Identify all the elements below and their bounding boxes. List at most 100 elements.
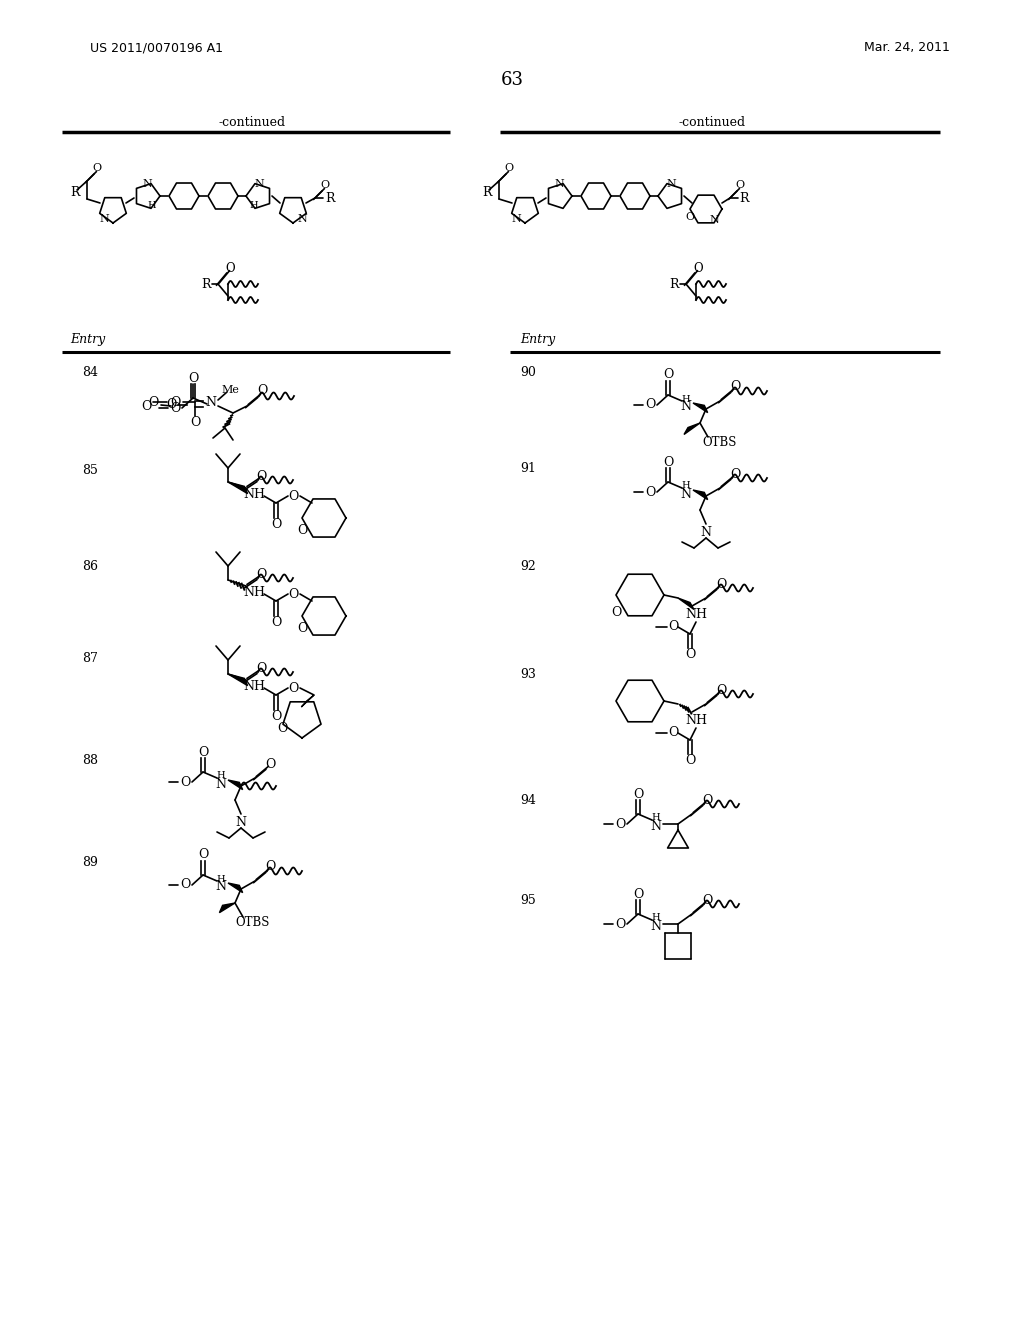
Polygon shape <box>693 490 708 500</box>
Polygon shape <box>219 903 234 912</box>
Text: O: O <box>614 917 626 931</box>
Text: Mar. 24, 2011: Mar. 24, 2011 <box>864 41 950 54</box>
Text: O: O <box>148 396 159 408</box>
Text: O: O <box>187 371 199 384</box>
Text: O: O <box>297 622 307 635</box>
Text: O: O <box>685 648 695 661</box>
Text: O: O <box>92 162 101 173</box>
Text: N: N <box>681 400 691 413</box>
Text: 92: 92 <box>520 560 536 573</box>
Text: 93: 93 <box>520 668 536 681</box>
Text: O: O <box>198 849 208 862</box>
Text: H: H <box>651 813 660 822</box>
Text: O: O <box>276 722 287 734</box>
Text: OTBS: OTBS <box>236 916 270 929</box>
Text: H: H <box>682 395 690 404</box>
Text: N: N <box>511 214 521 224</box>
Text: N: N <box>297 214 307 224</box>
Text: O: O <box>265 758 275 771</box>
Text: N: N <box>710 215 719 224</box>
Text: O: O <box>256 568 266 581</box>
Text: O: O <box>610 606 622 619</box>
Text: O: O <box>730 467 740 480</box>
Text: N: N <box>681 487 691 500</box>
Text: O: O <box>180 776 190 788</box>
Text: N: N <box>554 180 564 189</box>
Text: O: O <box>701 793 712 807</box>
Text: O: O <box>633 788 643 800</box>
Text: Entry: Entry <box>520 334 555 346</box>
Text: R: R <box>202 279 211 292</box>
Text: O: O <box>645 399 655 412</box>
Text: O: O <box>288 681 298 694</box>
Text: O: O <box>716 684 726 697</box>
Text: R: R <box>739 191 749 205</box>
Text: O: O <box>663 368 673 381</box>
Polygon shape <box>684 422 700 434</box>
Text: O: O <box>701 894 712 907</box>
Text: O: O <box>633 887 643 900</box>
Polygon shape <box>228 780 243 789</box>
Text: US 2011/0070196 A1: US 2011/0070196 A1 <box>90 41 223 54</box>
Text: O: O <box>270 616 282 630</box>
Text: N: N <box>650 920 662 932</box>
Text: N: N <box>99 214 109 224</box>
Text: Me: Me <box>221 385 239 395</box>
Text: O: O <box>297 524 307 536</box>
Text: N: N <box>206 396 216 408</box>
Text: O: O <box>270 519 282 532</box>
Polygon shape <box>693 403 708 413</box>
Text: H: H <box>682 482 690 491</box>
Text: NH: NH <box>685 714 707 727</box>
Text: 86: 86 <box>82 560 98 573</box>
Text: N: N <box>215 880 226 894</box>
Text: Entry: Entry <box>70 334 105 346</box>
Text: O: O <box>668 620 678 634</box>
Text: H: H <box>217 874 225 883</box>
Text: O: O <box>645 486 655 499</box>
Polygon shape <box>678 598 694 610</box>
Text: O: O <box>716 578 726 590</box>
Text: O: O <box>225 261 234 275</box>
Text: O: O <box>663 455 673 469</box>
Text: H: H <box>217 771 225 780</box>
Text: H: H <box>250 202 258 210</box>
Text: O: O <box>288 490 298 503</box>
Text: O: O <box>270 710 282 723</box>
Text: N: N <box>650 820 662 833</box>
Text: O: O <box>256 661 266 675</box>
Text: H: H <box>147 202 157 210</box>
Text: N: N <box>254 180 264 189</box>
Polygon shape <box>228 675 248 685</box>
Text: 88: 88 <box>82 754 98 767</box>
Text: NH: NH <box>685 609 707 622</box>
Text: O: O <box>265 861 275 874</box>
Text: N: N <box>700 525 712 539</box>
Text: O: O <box>141 400 152 412</box>
Text: -continued: -continued <box>218 116 286 128</box>
Text: O: O <box>735 180 744 190</box>
Text: O: O <box>505 162 514 173</box>
Text: 95: 95 <box>520 894 536 907</box>
Text: H: H <box>651 913 660 923</box>
Text: OTBS: OTBS <box>702 437 737 450</box>
Text: NH: NH <box>243 680 265 693</box>
Text: O: O <box>693 261 702 275</box>
Text: NH: NH <box>243 586 265 598</box>
Text: 85: 85 <box>82 463 98 477</box>
Text: N: N <box>236 816 247 829</box>
Text: O: O <box>189 417 200 429</box>
Text: R: R <box>70 186 80 198</box>
Polygon shape <box>228 482 248 494</box>
Polygon shape <box>301 696 314 708</box>
Text: R: R <box>482 186 492 198</box>
Text: O: O <box>321 180 330 190</box>
Text: O: O <box>685 213 694 222</box>
Text: N: N <box>667 180 676 189</box>
Text: O: O <box>198 746 208 759</box>
Text: -continued: -continued <box>679 116 745 128</box>
Text: O: O <box>166 399 176 412</box>
Text: O: O <box>170 401 180 414</box>
Text: O: O <box>288 587 298 601</box>
Text: N: N <box>215 777 226 791</box>
